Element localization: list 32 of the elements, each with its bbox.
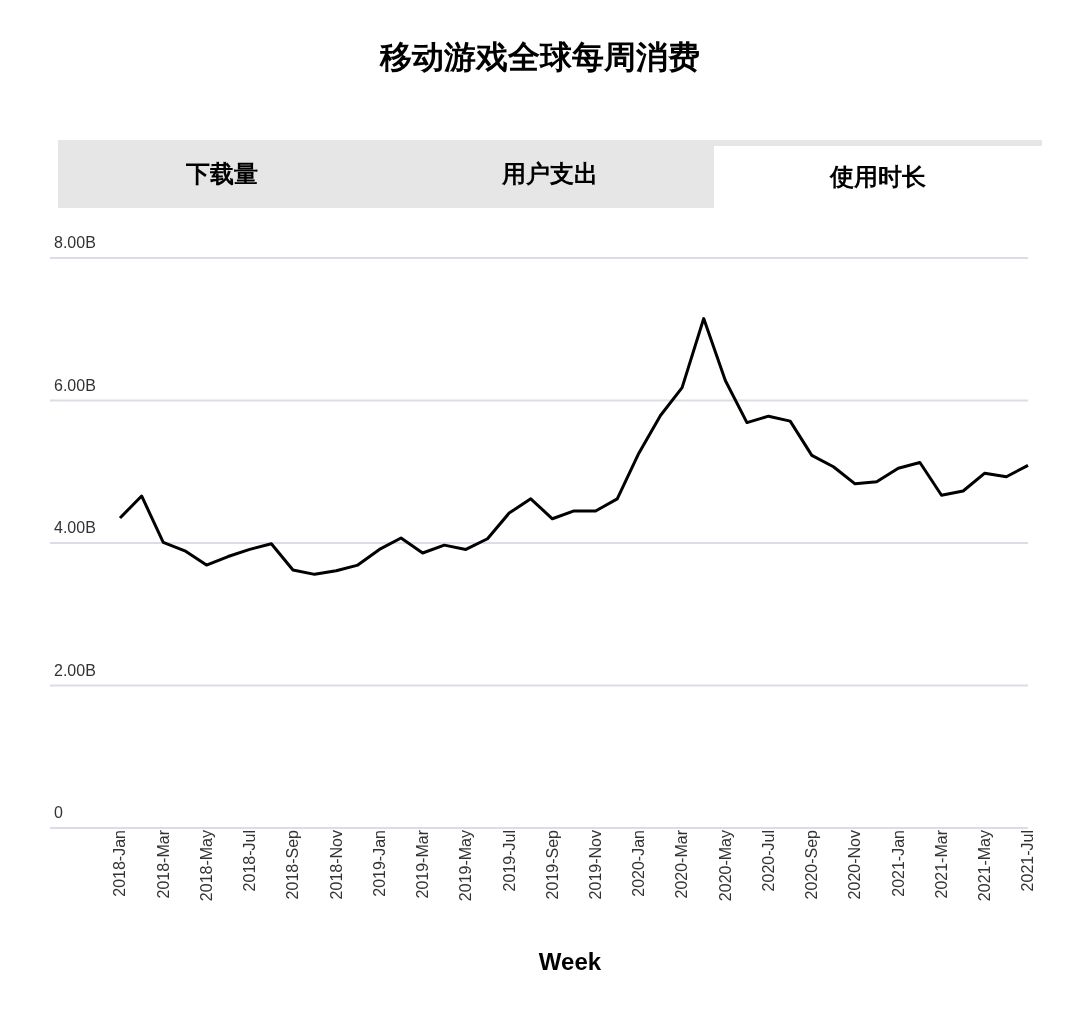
x-tick-label: 2020-Jul bbox=[759, 830, 777, 892]
text: 用户支出 bbox=[501, 159, 599, 189]
x-tick-label: 2021-Jan bbox=[889, 830, 907, 897]
x-tick-label: 2018-Jan bbox=[111, 830, 129, 897]
x-tick-label: 2019-Nov bbox=[586, 830, 604, 900]
x-tick-label: 2021-Mar bbox=[932, 829, 950, 899]
x-tick-label: 2018-May bbox=[197, 830, 215, 902]
x-tick-label: 2019-Jan bbox=[370, 830, 388, 897]
x-tick-label: 2020-May bbox=[716, 830, 734, 902]
x-tick-label: 2018-Nov bbox=[327, 830, 345, 900]
text: 下载量 bbox=[185, 159, 259, 189]
x-tick-label: 2021-Jul bbox=[1019, 830, 1037, 892]
x-tick-label: 2019-Jul bbox=[500, 830, 518, 892]
x-tick-label: 2019-Sep bbox=[543, 829, 561, 900]
y-tick-label: 0 bbox=[54, 804, 63, 821]
x-tick-label: 2018-Sep bbox=[284, 829, 302, 900]
x-tick-label: 2019-May bbox=[457, 830, 475, 902]
y-tick-label: 2.00B bbox=[54, 661, 96, 679]
x-axis-title: Week bbox=[537, 948, 603, 976]
text: 使用时长 bbox=[714, 146, 1042, 208]
y-tick-label: 8.00B bbox=[54, 234, 96, 251]
chart-title: 移动游戏全球每周消费 bbox=[378, 38, 701, 77]
x-tick-label: 2019-Mar bbox=[414, 829, 432, 899]
y-tick-label: 6.00B bbox=[54, 376, 96, 394]
x-tick-label: 2018-Jul bbox=[241, 830, 259, 892]
x-tick-label: 2021-May bbox=[976, 830, 994, 902]
x-tick-label: 2020-Jan bbox=[630, 830, 648, 897]
x-tick-label: 2020-Sep bbox=[803, 829, 821, 900]
x-tick-label: 2020-Mar bbox=[673, 829, 691, 899]
x-tick-label: 2018-Mar bbox=[154, 829, 172, 899]
x-tick-label: 2020-Nov bbox=[846, 830, 864, 900]
y-tick-label: 4.00B bbox=[54, 519, 96, 536]
